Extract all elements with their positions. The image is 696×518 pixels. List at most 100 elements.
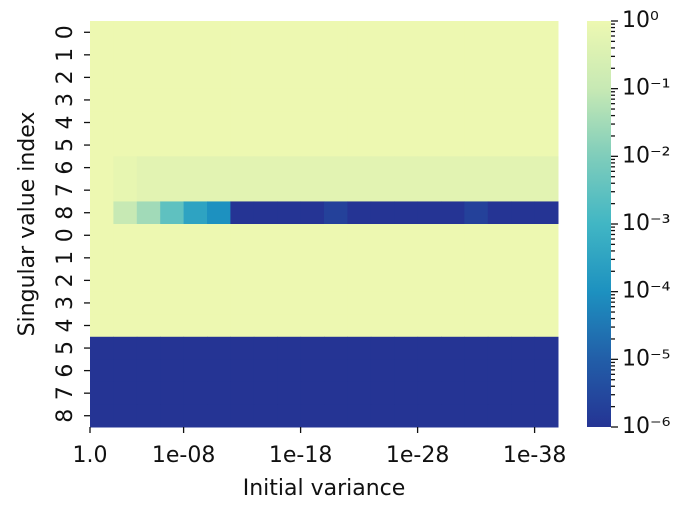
heatmap-cell [207,133,231,157]
y-tick-label: 0 [53,228,78,242]
y-tick-label: 3 [53,93,78,107]
heatmap-cell [441,336,465,360]
heatmap-cell [370,291,395,315]
heatmap-cell [90,291,114,315]
heatmap-cell [113,314,138,338]
heatmap-cell [534,156,559,180]
heatmap-cell [324,224,348,248]
heatmap-cell [370,178,395,202]
heatmap-cell [136,291,161,315]
heatmap-cell [511,246,536,270]
heatmap-cell [300,21,325,45]
heatmap-cell [370,404,395,428]
heatmap-cell [160,269,185,293]
heatmap-cell [464,201,489,225]
heatmap-cell [347,359,372,383]
heatmap-cell [370,224,395,248]
heatmap-cell [394,21,419,45]
heatmap-cell [207,314,231,338]
heatmap-cell [230,43,255,67]
heatmap-cell [277,88,302,112]
heatmap-cell [230,21,255,45]
heatmap-cell [324,111,348,135]
heatmap-cell [277,359,302,383]
colorbar-tick-label: 10⁻² [622,143,670,168]
heatmap-cell [464,156,489,180]
heatmap-cell [534,269,559,293]
y-tick-label: 5 [53,341,78,355]
heatmap-cell [370,111,395,135]
heatmap-cell [183,314,208,338]
heatmap-cell [487,66,512,90]
heatmap-cell [534,404,559,428]
heatmap-cell [136,133,161,157]
heatmap-cell [324,246,348,270]
heatmap-cell [394,66,419,90]
heatmap-cell [183,43,208,67]
heatmap-cell [113,201,138,225]
heatmap-cell [90,66,114,90]
heatmap-cell [347,178,372,202]
heatmap-cell [183,359,208,383]
heatmap-cell [300,359,325,383]
heatmap-cell [511,359,536,383]
heatmap-cell [136,156,161,180]
heatmap-cell [441,21,465,45]
heatmap-cell [230,133,255,157]
heatmap-cell [183,224,208,248]
heatmap-cell [370,359,395,383]
heatmap-cell [417,88,442,112]
heatmap-cell [487,381,512,405]
heatmap-cell [207,201,231,225]
colorbar-tick-label: 10⁻¹ [622,76,670,101]
heatmap-cell [253,381,278,405]
heatmap-cell [441,404,465,428]
heatmap-cell [370,269,395,293]
heatmap-cell [487,133,512,157]
heatmap-cell [534,381,559,405]
heatmap-cell [511,336,536,360]
heatmap-cell [113,381,138,405]
heatmap-cell [183,201,208,225]
heatmap-cell [136,66,161,90]
heatmap-cell [160,156,185,180]
heatmap-cell [253,133,278,157]
heatmap-cell [253,66,278,90]
heatmap-cell [324,133,348,157]
heatmap-cell [534,314,559,338]
heatmap-cell [370,156,395,180]
heatmap-cell [394,359,419,383]
heatmap-cell [113,88,138,112]
heatmap-cell [511,88,536,112]
heatmap-cell [253,156,278,180]
heatmap-cell [230,201,255,225]
heatmap-cell [277,269,302,293]
heatmap-cell [487,336,512,360]
heatmap-cell [136,269,161,293]
heatmap-cell [347,336,372,360]
heatmap-cell [417,133,442,157]
heatmap-cell [441,66,465,90]
x-tick-label: 1e-08 [152,443,215,468]
x-tick-label: 1e-28 [386,443,449,468]
heatmap-cell [464,21,489,45]
heatmap-cell [441,224,465,248]
heatmap-cell [207,336,231,360]
colorbar-tick-label: 10⁻⁵ [622,346,670,371]
heatmap-cell [464,66,489,90]
heatmap-cell [160,291,185,315]
heatmap-cell [160,359,185,383]
heatmap-cell [487,156,512,180]
heatmap-cell [394,404,419,428]
x-tick-label: 1.0 [73,443,108,468]
heatmap-cell [277,224,302,248]
heatmap-cell [534,246,559,270]
heatmap-cell [113,133,138,157]
heatmap-cell [183,66,208,90]
heatmap-cell [230,246,255,270]
heatmap-cell [394,111,419,135]
heatmap-cell [183,133,208,157]
heatmap-cell [441,291,465,315]
heatmap-cell [394,224,419,248]
y-tick-label: 2 [53,273,78,287]
